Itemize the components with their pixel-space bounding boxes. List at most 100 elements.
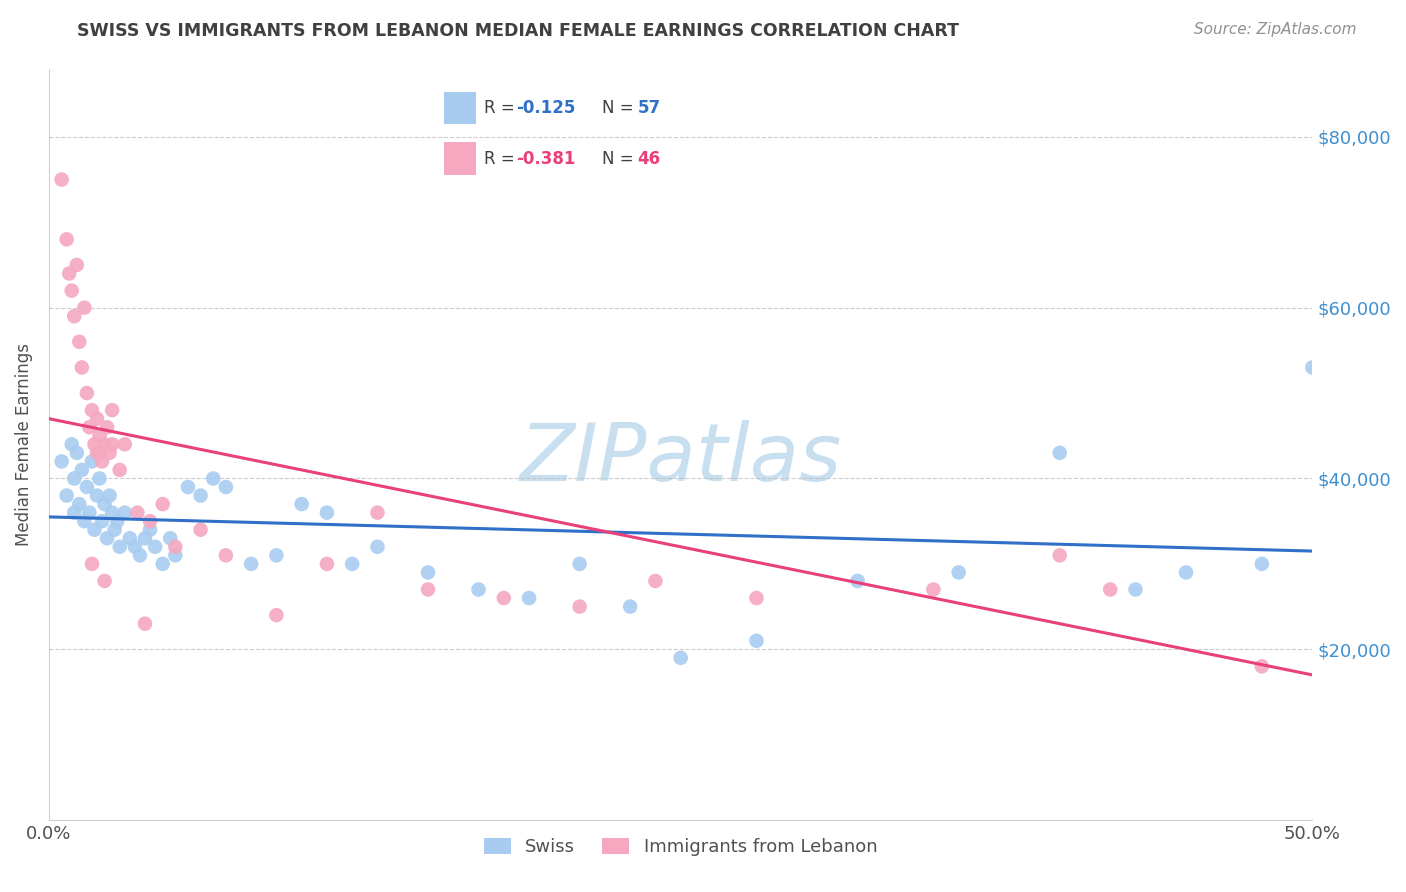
Point — [55, 232, 77, 246]
Point — [1250, 557, 1272, 571]
Point — [139, 523, 162, 537]
Point — [93, 574, 115, 588]
Point — [108, 463, 131, 477]
Point — [83, 523, 105, 537]
Point — [240, 557, 263, 571]
Point — [101, 437, 124, 451]
Point — [366, 540, 388, 554]
Point — [76, 386, 98, 401]
Point — [1125, 582, 1147, 597]
Point — [93, 437, 115, 451]
Point — [1250, 659, 1272, 673]
Point — [316, 506, 339, 520]
Text: SWISS VS IMMIGRANTS FROM LEBANON MEDIAN FEMALE EARNINGS CORRELATION CHART: SWISS VS IMMIGRANTS FROM LEBANON MEDIAN … — [77, 22, 959, 40]
Point — [215, 480, 238, 494]
Point — [568, 599, 591, 614]
Point — [266, 549, 288, 563]
Point — [67, 497, 90, 511]
Point — [1099, 582, 1122, 597]
Point — [73, 514, 96, 528]
Legend: Swiss, Immigrants from Lebanon: Swiss, Immigrants from Lebanon — [477, 831, 884, 863]
Point — [51, 454, 73, 468]
Point — [669, 650, 692, 665]
Point — [104, 523, 127, 537]
Point — [80, 454, 103, 468]
Point — [143, 540, 166, 554]
Point — [70, 360, 93, 375]
Point — [73, 301, 96, 315]
Point — [67, 334, 90, 349]
Point — [98, 489, 121, 503]
Point — [80, 403, 103, 417]
Point — [215, 549, 238, 563]
Point — [568, 557, 591, 571]
Point — [467, 582, 489, 597]
Point — [416, 582, 439, 597]
Point — [619, 599, 641, 614]
Point — [190, 523, 212, 537]
Point — [202, 471, 225, 485]
Point — [60, 284, 83, 298]
Point — [101, 403, 124, 417]
Point — [63, 471, 86, 485]
Point — [114, 437, 136, 451]
Point — [1301, 360, 1323, 375]
Point — [96, 531, 118, 545]
Point — [152, 497, 174, 511]
Point — [340, 557, 363, 571]
Point — [177, 480, 200, 494]
Point — [134, 531, 156, 545]
Point — [86, 489, 108, 503]
Point — [105, 514, 128, 528]
Point — [190, 489, 212, 503]
Point — [139, 514, 162, 528]
Point — [127, 506, 149, 520]
Point — [1049, 446, 1071, 460]
Point — [98, 446, 121, 460]
Point — [76, 480, 98, 494]
Point — [63, 309, 86, 323]
Point — [1049, 549, 1071, 563]
Point — [86, 446, 108, 460]
Point — [745, 633, 768, 648]
Point — [416, 566, 439, 580]
Point — [58, 267, 80, 281]
Point — [366, 506, 388, 520]
Point — [66, 258, 89, 272]
Point — [55, 489, 77, 503]
Point — [134, 616, 156, 631]
Point — [91, 514, 114, 528]
Point — [79, 506, 101, 520]
Point — [644, 574, 666, 588]
Point — [165, 549, 187, 563]
Point — [83, 437, 105, 451]
Point — [846, 574, 869, 588]
Point — [86, 411, 108, 425]
Point — [114, 506, 136, 520]
Point — [89, 446, 111, 460]
Text: Source: ZipAtlas.com: Source: ZipAtlas.com — [1194, 22, 1357, 37]
Point — [51, 172, 73, 186]
Point — [316, 557, 339, 571]
Point — [1175, 566, 1198, 580]
Point — [96, 420, 118, 434]
Point — [80, 557, 103, 571]
Point — [89, 429, 111, 443]
Point — [152, 557, 174, 571]
Point — [165, 540, 187, 554]
Point — [129, 549, 152, 563]
Point — [60, 437, 83, 451]
Point — [266, 608, 288, 623]
Point — [291, 497, 314, 511]
Text: ZIPatlas: ZIPatlas — [520, 420, 842, 499]
Point — [91, 454, 114, 468]
Point — [517, 591, 540, 605]
Point — [492, 591, 515, 605]
Point — [70, 463, 93, 477]
Point — [101, 506, 124, 520]
Point — [89, 471, 111, 485]
Point — [159, 531, 181, 545]
Point — [948, 566, 970, 580]
Point — [79, 420, 101, 434]
Point — [66, 446, 89, 460]
